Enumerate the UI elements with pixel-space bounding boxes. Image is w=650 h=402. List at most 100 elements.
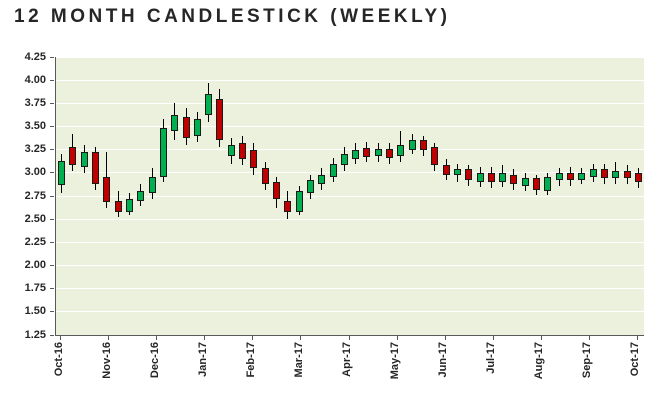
candle-down [510,174,518,184]
y-tick-mark [50,172,54,174]
candle-up [453,169,461,175]
y-tick-mark [50,311,54,313]
y-tick-label: 4.00 [24,73,46,86]
candle-down [103,177,111,203]
gridline [56,172,644,174]
y-tick-mark [50,241,54,243]
candle-up [58,160,66,185]
candle-down [239,143,247,159]
y-tick-label: 3.25 [24,143,46,156]
y-tick-label: 2.00 [24,259,46,271]
x-tick-mark [396,336,398,340]
candle-down [216,98,224,141]
gridline [56,195,644,197]
x-tick-label: Jun-17 [437,342,450,378]
candle-down [386,148,394,158]
candle-up [227,145,235,157]
x-tick-label: May-17 [389,342,402,380]
x-tick-mark [156,336,158,340]
candle-up [193,119,201,136]
x-tick-label: Oct-17 [629,342,642,377]
y-tick-mark [50,218,54,220]
candle-up [612,170,620,179]
y-tick-label: 2.75 [24,189,46,202]
candle-down [420,140,427,150]
candle-down [114,200,122,212]
x-tick-mark [108,336,110,340]
gridline [56,265,644,266]
candle-up [544,177,552,192]
y-axis: 4.25 4.00 3.75 3.50 3.25 3.00 2.75 2.50 2.25 2.00… [0,51,55,342]
candle-up [578,172,586,181]
candle-down [250,149,258,169]
x-tick-mark [300,336,302,340]
y-tick-mark [50,334,54,336]
x-tick-mark [204,336,206,340]
candle-up [589,169,597,177]
y-tick-mark [50,102,54,104]
gridline [56,57,644,58]
gridline [56,149,644,151]
candle-up [521,178,529,186]
candle-up [295,191,303,212]
x-tick-label: Apr-17 [341,342,353,377]
candle-up [499,172,507,183]
candle-down [182,117,190,138]
y-tick-label: 1.25 [24,328,46,341]
candle-up [476,172,484,183]
y-tick-mark [50,149,54,151]
x-tick-label: Jul-17 [485,342,498,374]
candle-up [340,154,348,166]
candle-down [634,172,642,183]
candle-down [363,147,371,158]
y-tick-label: 2.50 [24,212,46,225]
x-tick-label: Mar-17 [292,342,305,378]
candle-down [533,178,541,190]
candle-down [487,172,495,183]
y-tick-label: 2.25 [24,235,46,248]
x-tick-mark [348,336,350,340]
candle-down [273,182,280,199]
chart-title: 12 MONTH CANDLESTICK (WEEKLY) [14,6,451,27]
x-tick-mark [60,336,62,340]
x-tick-mark [252,336,254,340]
candle-up [329,163,337,178]
x-tick-mark [636,336,638,340]
y-tick-mark [50,126,54,127]
y-tick-label: 3.75 [24,96,46,109]
gridline [56,241,644,243]
candle-down [465,169,473,181]
candle-down [567,172,574,181]
candle-down [623,170,631,179]
y-tick-mark [50,288,54,290]
y-tick-label: 3.00 [24,166,46,179]
x-tick-label: Nov-16 [100,342,113,379]
plot-area [55,57,644,336]
candle-up [555,172,563,181]
x-axis: Oct-16 Nov-16 Dec-16 Jan-17 Feb-17 Mar-17 Apr-… [53,336,643,402]
candle-down [600,169,608,179]
gridline [56,218,644,220]
gridline [56,311,644,313]
candle-down [284,200,292,212]
y-tick-mark [50,79,54,81]
x-tick-label: Sep-17 [581,342,594,379]
candle-up [126,198,133,212]
y-tick-label: 3.50 [24,120,46,132]
y-tick-mark [50,265,54,266]
gridline [56,102,644,104]
candle-down [69,146,77,166]
y-tick-mark [50,195,54,197]
y-tick-label: 1.75 [24,282,46,295]
candle-up [159,128,167,178]
y-tick-label: 1.50 [24,305,46,318]
candle-up [80,152,88,168]
x-tick-label: Dec-16 [148,342,161,379]
candle-up [318,174,326,184]
candle-up [205,94,213,116]
candle-up [397,145,405,157]
candle-down [92,152,100,184]
candle-down [442,165,450,175]
y-tick-mark [50,56,54,58]
